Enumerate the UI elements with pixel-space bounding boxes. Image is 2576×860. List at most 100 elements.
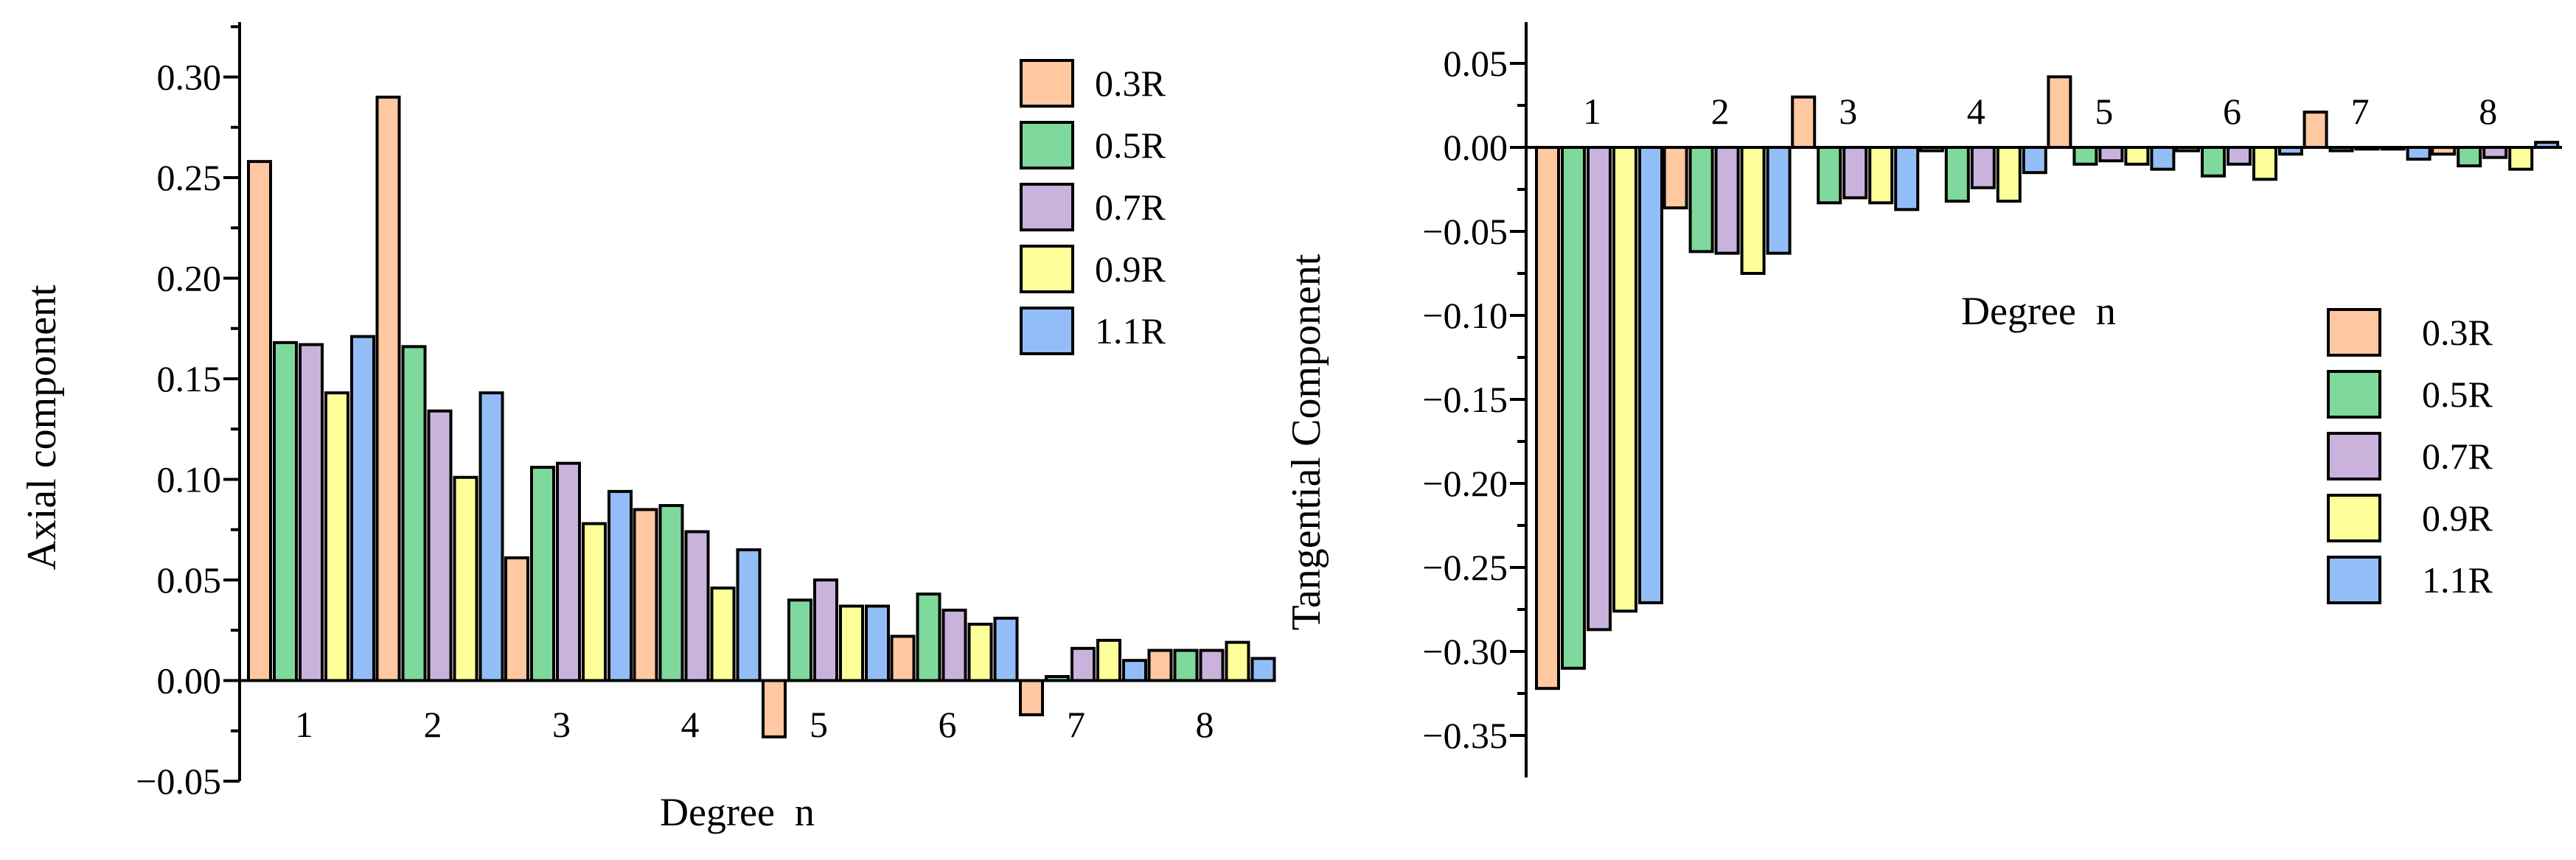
bar-0.3R-n5 [2047,75,2072,149]
y-tick-label: 0.05 [157,559,222,601]
y-tick-label: 0.00 [157,660,222,702]
bar-0.9R-n5 [2124,146,2150,166]
bar-0.3R-n4 [633,508,658,682]
legend-swatch-0.9R [1020,245,1074,293]
legend-swatch-1.1R [2327,556,2381,604]
x-category-label: 8 [1196,704,1214,745]
legend-label: 0.3R [1095,63,1166,104]
bar-0.9R-n4 [710,586,736,682]
tangential-component-chart: −0.35 −0.30 −0.25 −0.20 −0.15 −0.10 −0.05 0.00 0… [1284,22,2562,777]
y-tick-label: 0.25 [157,157,222,198]
bar-1.1R-n5 [865,604,890,682]
x-category-label: 8 [2479,91,2497,132]
bar-0.5R-n5 [2072,146,2098,166]
bar-1.1R-n3 [608,489,633,682]
legend-label: 0.9R [1095,248,1166,290]
bar-0.9R-n1 [1612,146,1637,613]
axial-component-chart: −0.05 0.00 0.05 0.10 0.15 0.20 0.25 0.30 1 2 3 4 5 6 7… [19,22,1276,834]
bar-0.7R-n6 [941,608,967,682]
y-tick-label: 0.00 [1444,127,1508,168]
bar-0.9R-n2 [1740,146,1766,275]
bar-0.5R-n8 [1173,649,1199,682]
bar-0.7R-n5 [2098,146,2124,163]
bar-0.5R-n3 [530,466,555,682]
bar-0.7R-n2 [1714,146,1740,255]
legend-label: 0.3R [2422,312,2493,353]
y-axis-label: Axial component [19,284,65,570]
x-category-label: 2 [424,704,442,745]
y-tick-label: −0.20 [1422,463,1508,504]
x-category-label: 4 [681,704,700,745]
bar-1.1R-n2 [478,391,504,682]
bar-1.1R-n3 [1894,146,1920,211]
bar-0.9R-n3 [1868,146,1894,205]
legend-label: 0.7R [2422,436,2493,477]
y-tick-label: −0.15 [1422,379,1508,420]
bar-0.7R-n2 [427,409,453,682]
bar-0.5R-n1 [273,340,298,682]
bar-1.1R-n7 [2406,146,2431,161]
bar-0.9R-n7 [1096,638,1121,682]
legend-swatch-0.7R [1020,183,1074,231]
legend-label: 0.7R [1095,186,1166,228]
bar-0.9R-n5 [839,604,864,682]
bar-0.3R-n2 [375,95,401,682]
y-tick-label: −0.30 [1422,631,1508,672]
bar-0.5R-n3 [1817,146,1842,205]
legend-label: 1.1R [1095,310,1166,352]
bar-1.1R-n4 [736,548,762,682]
x-category-label: 5 [2095,91,2113,132]
bar-0.3R-n1 [1535,146,1560,691]
bar-0.5R-n8 [2457,146,2482,168]
bar-1.1R-n1 [350,335,375,682]
x-category-label: 3 [1839,91,1857,132]
bar-0.3R-n6 [890,634,916,682]
bar-0.9R-n1 [324,391,349,682]
bar-0.7R-n4 [684,530,710,682]
bar-0.7R-n8 [1199,649,1225,682]
bar-1.1R-n4 [2022,146,2047,175]
x-category-label: 7 [2351,91,2370,132]
bar-0.7R-n5 [813,578,838,682]
y-tick-label: −0.25 [1422,547,1508,588]
legend: 0.3R 0.5R 0.7R 0.9R 1.1R [1020,59,1166,355]
legend-label: 0.9R [2422,497,2493,539]
legend-label: 1.1R [2422,559,2493,601]
bar-0.5R-n5 [787,598,812,682]
x-category-label: 6 [2223,91,2241,132]
x-axis-label: Degree n [660,790,815,834]
bar-0.9R-n8 [1225,640,1250,682]
x-category-label: 6 [939,704,957,745]
y-tick-label: −0.10 [1422,295,1508,336]
x-category-label: 3 [552,704,571,745]
legend-swatch-0.3R [1020,59,1074,108]
bar-1.1R-n7 [1122,659,1147,682]
y-tick-label: 0.20 [157,258,222,299]
legend-swatch-0.5R [1020,121,1074,169]
legend-swatch-0.7R [2327,432,2381,480]
bar-0.9R-n6 [2252,146,2277,181]
x-category-label: 7 [1067,704,1085,745]
legend-swatch-0.5R [2327,370,2381,419]
bar-1.1R-n2 [1766,146,1792,255]
x-category-label: 2 [1711,91,1730,132]
bar-0.7R-n3 [1842,146,1868,200]
bar-0.7R-n1 [299,343,324,682]
bar-0.5R-n1 [1561,146,1586,670]
bar-1.1R-n5 [2150,146,2176,171]
bar-0.3R-n8 [1147,649,1173,682]
y-axis-label: Tangential Component [1284,254,1329,630]
bar-0.5R-n6 [2201,146,2226,178]
bar-0.3R-n2 [1663,146,1688,210]
bar-0.3R-n3 [1791,95,1817,150]
bar-0.5R-n6 [916,592,941,682]
y-tick-label: 0.30 [157,57,222,98]
x-category-label: 1 [1583,91,1601,132]
bar-0.7R-n7 [1071,646,1096,682]
bar-0.7R-n4 [1970,146,1996,189]
bar-0.7R-n1 [1587,146,1612,632]
bar-0.3R-n5 [762,679,787,738]
x-category-label: 5 [810,704,828,745]
bar-0.9R-n4 [1996,146,2022,203]
